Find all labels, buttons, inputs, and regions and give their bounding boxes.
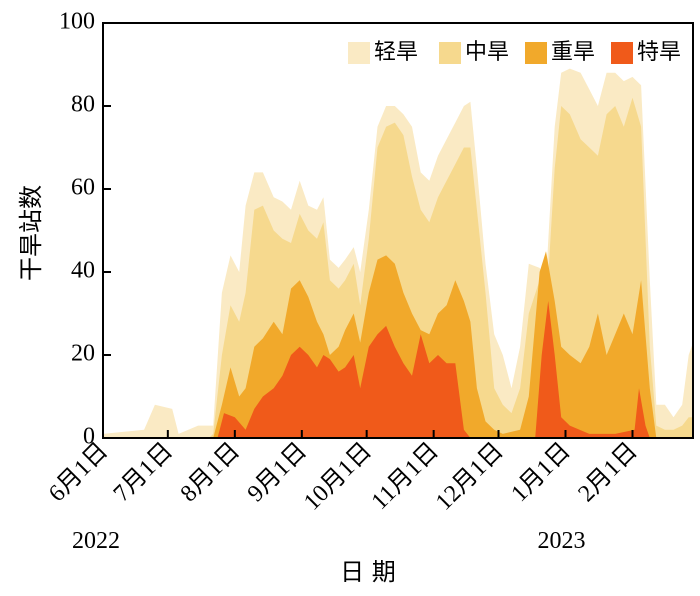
x-axis-title: 日 期 bbox=[340, 558, 396, 586]
legend-swatch-2 bbox=[525, 42, 547, 64]
area-layers bbox=[103, 68, 693, 438]
y-tick-label-2: 40 bbox=[71, 258, 95, 284]
x-tick-label-2: 8月1日 bbox=[176, 438, 245, 507]
legend-label-2: 重旱 bbox=[551, 40, 595, 65]
legend-label-1: 中旱 bbox=[465, 40, 509, 65]
x-tick-label-0: 6月1日 bbox=[44, 438, 113, 507]
x-tick-label-1: 7月1日 bbox=[109, 438, 178, 507]
legend-swatch-1 bbox=[439, 42, 461, 64]
y-tick-label-4: 80 bbox=[71, 92, 95, 118]
legend-label-0: 轻旱 bbox=[374, 40, 418, 65]
x-tick-label-4: 10月1日 bbox=[299, 438, 377, 516]
plot-frame bbox=[102, 22, 694, 439]
year-label-1: 2023 bbox=[537, 528, 585, 554]
legend-swatch-3 bbox=[611, 42, 633, 64]
y-axis: 0 20 40 60 80 100 bbox=[59, 9, 111, 450]
y-tick-label-5: 100 bbox=[59, 9, 95, 35]
y-axis-title: 干旱站数 bbox=[17, 185, 45, 281]
year-label-0: 2022 bbox=[72, 528, 120, 554]
area-series-3 bbox=[103, 301, 693, 438]
y-tick-label-0: 0 bbox=[83, 424, 95, 450]
x-tick-label-5: 11月1日 bbox=[367, 438, 444, 515]
legend-label-3: 特旱 bbox=[637, 40, 681, 65]
x-tick-label-6: 12月1日 bbox=[431, 438, 509, 516]
x-tick-label-8: 2月1日 bbox=[573, 438, 642, 507]
x-axis: 6月1日7月1日8月1日9月1日10月1日11月1日12月1日1月1日2月1日2… bbox=[44, 430, 643, 554]
x-tick-label-7: 1月1日 bbox=[506, 438, 575, 507]
legend: 轻旱 中旱 重旱 特旱 bbox=[348, 40, 681, 65]
y-tick-label-1: 20 bbox=[71, 341, 95, 367]
legend-swatch-0 bbox=[348, 42, 370, 64]
y-tick-label-3: 60 bbox=[71, 175, 95, 201]
